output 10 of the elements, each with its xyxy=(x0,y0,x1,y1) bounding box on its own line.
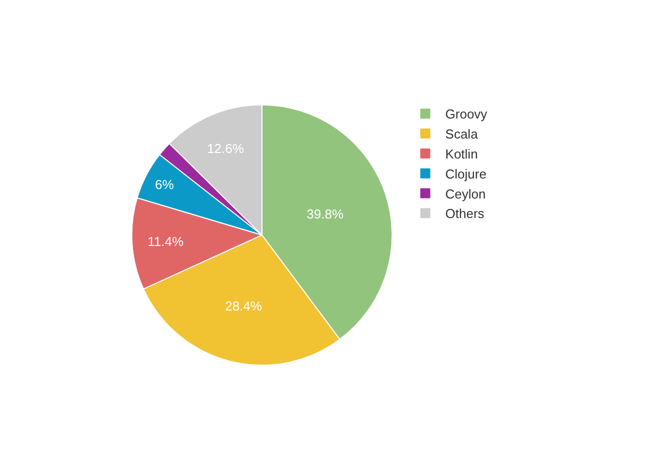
legend-label: Others xyxy=(445,206,485,222)
legend-label: Groovy xyxy=(445,106,488,122)
legend-label: Kotlin xyxy=(445,146,478,162)
data-label: 6% xyxy=(154,177,174,192)
data-label: 28.4% xyxy=(225,298,262,314)
data-label: 39.8% xyxy=(306,206,344,222)
legend-label: Scala xyxy=(445,126,479,142)
legend-label: Clojure xyxy=(445,166,486,182)
data-label: 11.4% xyxy=(148,234,184,250)
legend-label: Ceylon xyxy=(445,186,486,202)
